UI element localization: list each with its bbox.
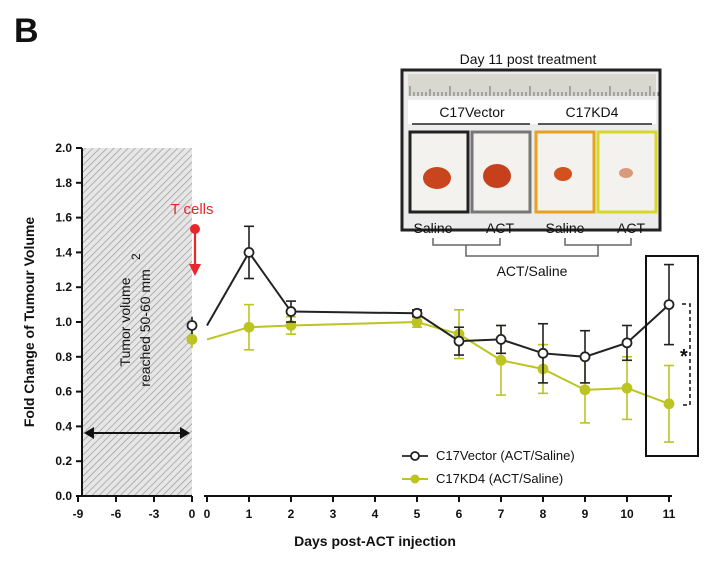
inset-panel: Day 11 post treatment C17Vector C17KD4 S… <box>400 51 662 279</box>
inset-label-saline-2: Saline <box>546 220 585 236</box>
x-tick-label: -9 <box>73 507 84 521</box>
legend: C17Vector (ACT/Saline) C17KD4 (ACT/Salin… <box>402 448 575 486</box>
inset-label-saline-1: Saline <box>414 220 453 236</box>
inset-title: Day 11 post treatment <box>460 51 597 67</box>
tumor-vector-act <box>483 164 511 188</box>
x-tick-label: 2 <box>288 507 295 521</box>
inset-group-band <box>408 100 656 124</box>
y-tick-label: 1.6 <box>55 211 72 225</box>
x-tick-label: 0 <box>189 507 196 521</box>
data-point <box>537 347 549 359</box>
x-tick-label: 11 <box>663 507 676 521</box>
double-arrow-left-head <box>84 427 94 439</box>
y-tick-label: 0.8 <box>55 350 72 364</box>
x-tick-label: -3 <box>149 507 160 521</box>
legend-kd4-label: C17KD4 (ACT/Saline) <box>436 471 563 486</box>
y-tick-label: 1.2 <box>55 280 72 294</box>
y-ticks: 0.0 0.2 0.4 0.6 0.8 1.0 1.2 1.4 1.6 1.8 2.0 <box>55 141 82 503</box>
x-tick-label: 8 <box>540 507 547 521</box>
y-tick-label: 2.0 <box>55 141 72 155</box>
ruler-ticks <box>409 86 659 96</box>
y-tick-label: 0.4 <box>55 419 72 433</box>
y-tick-label: 0.2 <box>55 454 72 468</box>
series-layer <box>186 225 675 443</box>
data-point <box>411 316 423 328</box>
tumor-kd4-saline <box>554 167 572 181</box>
inset-ruler <box>408 74 656 96</box>
x-tick-label: 4 <box>372 507 379 521</box>
inset-label-act-2: ACT <box>617 220 645 236</box>
x-ticks: -9 -6 -3 0 0 1 2 3 4 5 6 7 8 9 10 11 <box>73 496 676 521</box>
baseline-point <box>186 333 198 345</box>
inset-bracket-right <box>564 238 632 246</box>
y-axis-title: Fold Change of Tumour Volume <box>21 217 37 427</box>
tumor-vector-saline <box>423 167 451 189</box>
y-tick-label: 1.0 <box>55 315 72 329</box>
significance-bracket <box>682 303 691 406</box>
x-tick-label: 3 <box>330 507 337 521</box>
legend-vector-marker <box>410 451 420 461</box>
x-tick-label: 7 <box>498 507 505 521</box>
data-point <box>495 354 507 366</box>
inset-group-right: C17KD4 <box>566 104 619 120</box>
data-point <box>663 398 675 410</box>
inset-label-act-1: ACT <box>486 220 514 236</box>
panel-letter: B <box>14 12 39 50</box>
series-1 <box>186 303 675 443</box>
data-point <box>579 384 591 396</box>
data-point <box>663 299 675 311</box>
data-point <box>453 335 465 347</box>
pre-period-label-sup: 2 <box>129 253 143 260</box>
x-tick-label: 0 <box>204 507 211 521</box>
baseline-point <box>186 320 198 331</box>
x-tick-label: 10 <box>620 507 634 521</box>
photo-kd4-act <box>596 130 658 214</box>
y-tick-label: 1.8 <box>55 176 72 190</box>
tcells-dot <box>190 224 200 234</box>
data-point <box>621 337 633 349</box>
inset-group-left: C17Vector <box>439 104 505 120</box>
series-line <box>206 250 670 358</box>
x-axis-title: Days post-ACT injection <box>294 533 456 549</box>
data-point <box>243 321 255 333</box>
y-tick-label: 0.0 <box>55 489 72 503</box>
photo-vector-saline <box>408 130 470 214</box>
pre-period-label-line1: Tumor volume <box>117 277 133 366</box>
series-line <box>206 320 670 405</box>
inset-bracket-left <box>432 238 501 246</box>
tcells-label: T cells <box>170 201 213 218</box>
x-tick-label: 6 <box>456 507 463 521</box>
data-point <box>243 246 255 258</box>
inset-bracket-joint <box>465 245 599 257</box>
pre-period-label: Tumor volume reached 50-60 mm 2 <box>117 253 153 387</box>
legend-kd4-marker <box>410 474 420 484</box>
y-tick-label: 0.6 <box>55 385 72 399</box>
x-tick-label: 1 <box>246 507 253 521</box>
day11-highlight-box <box>645 255 699 457</box>
data-point <box>411 307 423 319</box>
pre-treatment-region <box>82 148 192 496</box>
data-point <box>579 351 591 363</box>
tcells-arrow-head <box>189 264 201 276</box>
legend-vector-label: C17Vector (ACT/Saline) <box>436 448 575 463</box>
data-point <box>285 306 297 317</box>
x-tick-label: 9 <box>582 507 589 521</box>
double-arrow-right-head <box>180 427 190 439</box>
data-point <box>495 333 507 345</box>
inset-bracket-label: ACT/Saline <box>497 263 568 279</box>
pre-period-label-line2: reached 50-60 mm <box>137 269 153 387</box>
series-0 <box>186 225 675 384</box>
y-tick-label: 1.4 <box>55 245 72 259</box>
significance-star: * <box>680 346 688 368</box>
data-point <box>621 382 633 394</box>
x-tick-label: 5 <box>414 507 421 521</box>
x-tick-label: -6 <box>111 507 122 521</box>
tumor-kd4-act <box>619 168 633 178</box>
